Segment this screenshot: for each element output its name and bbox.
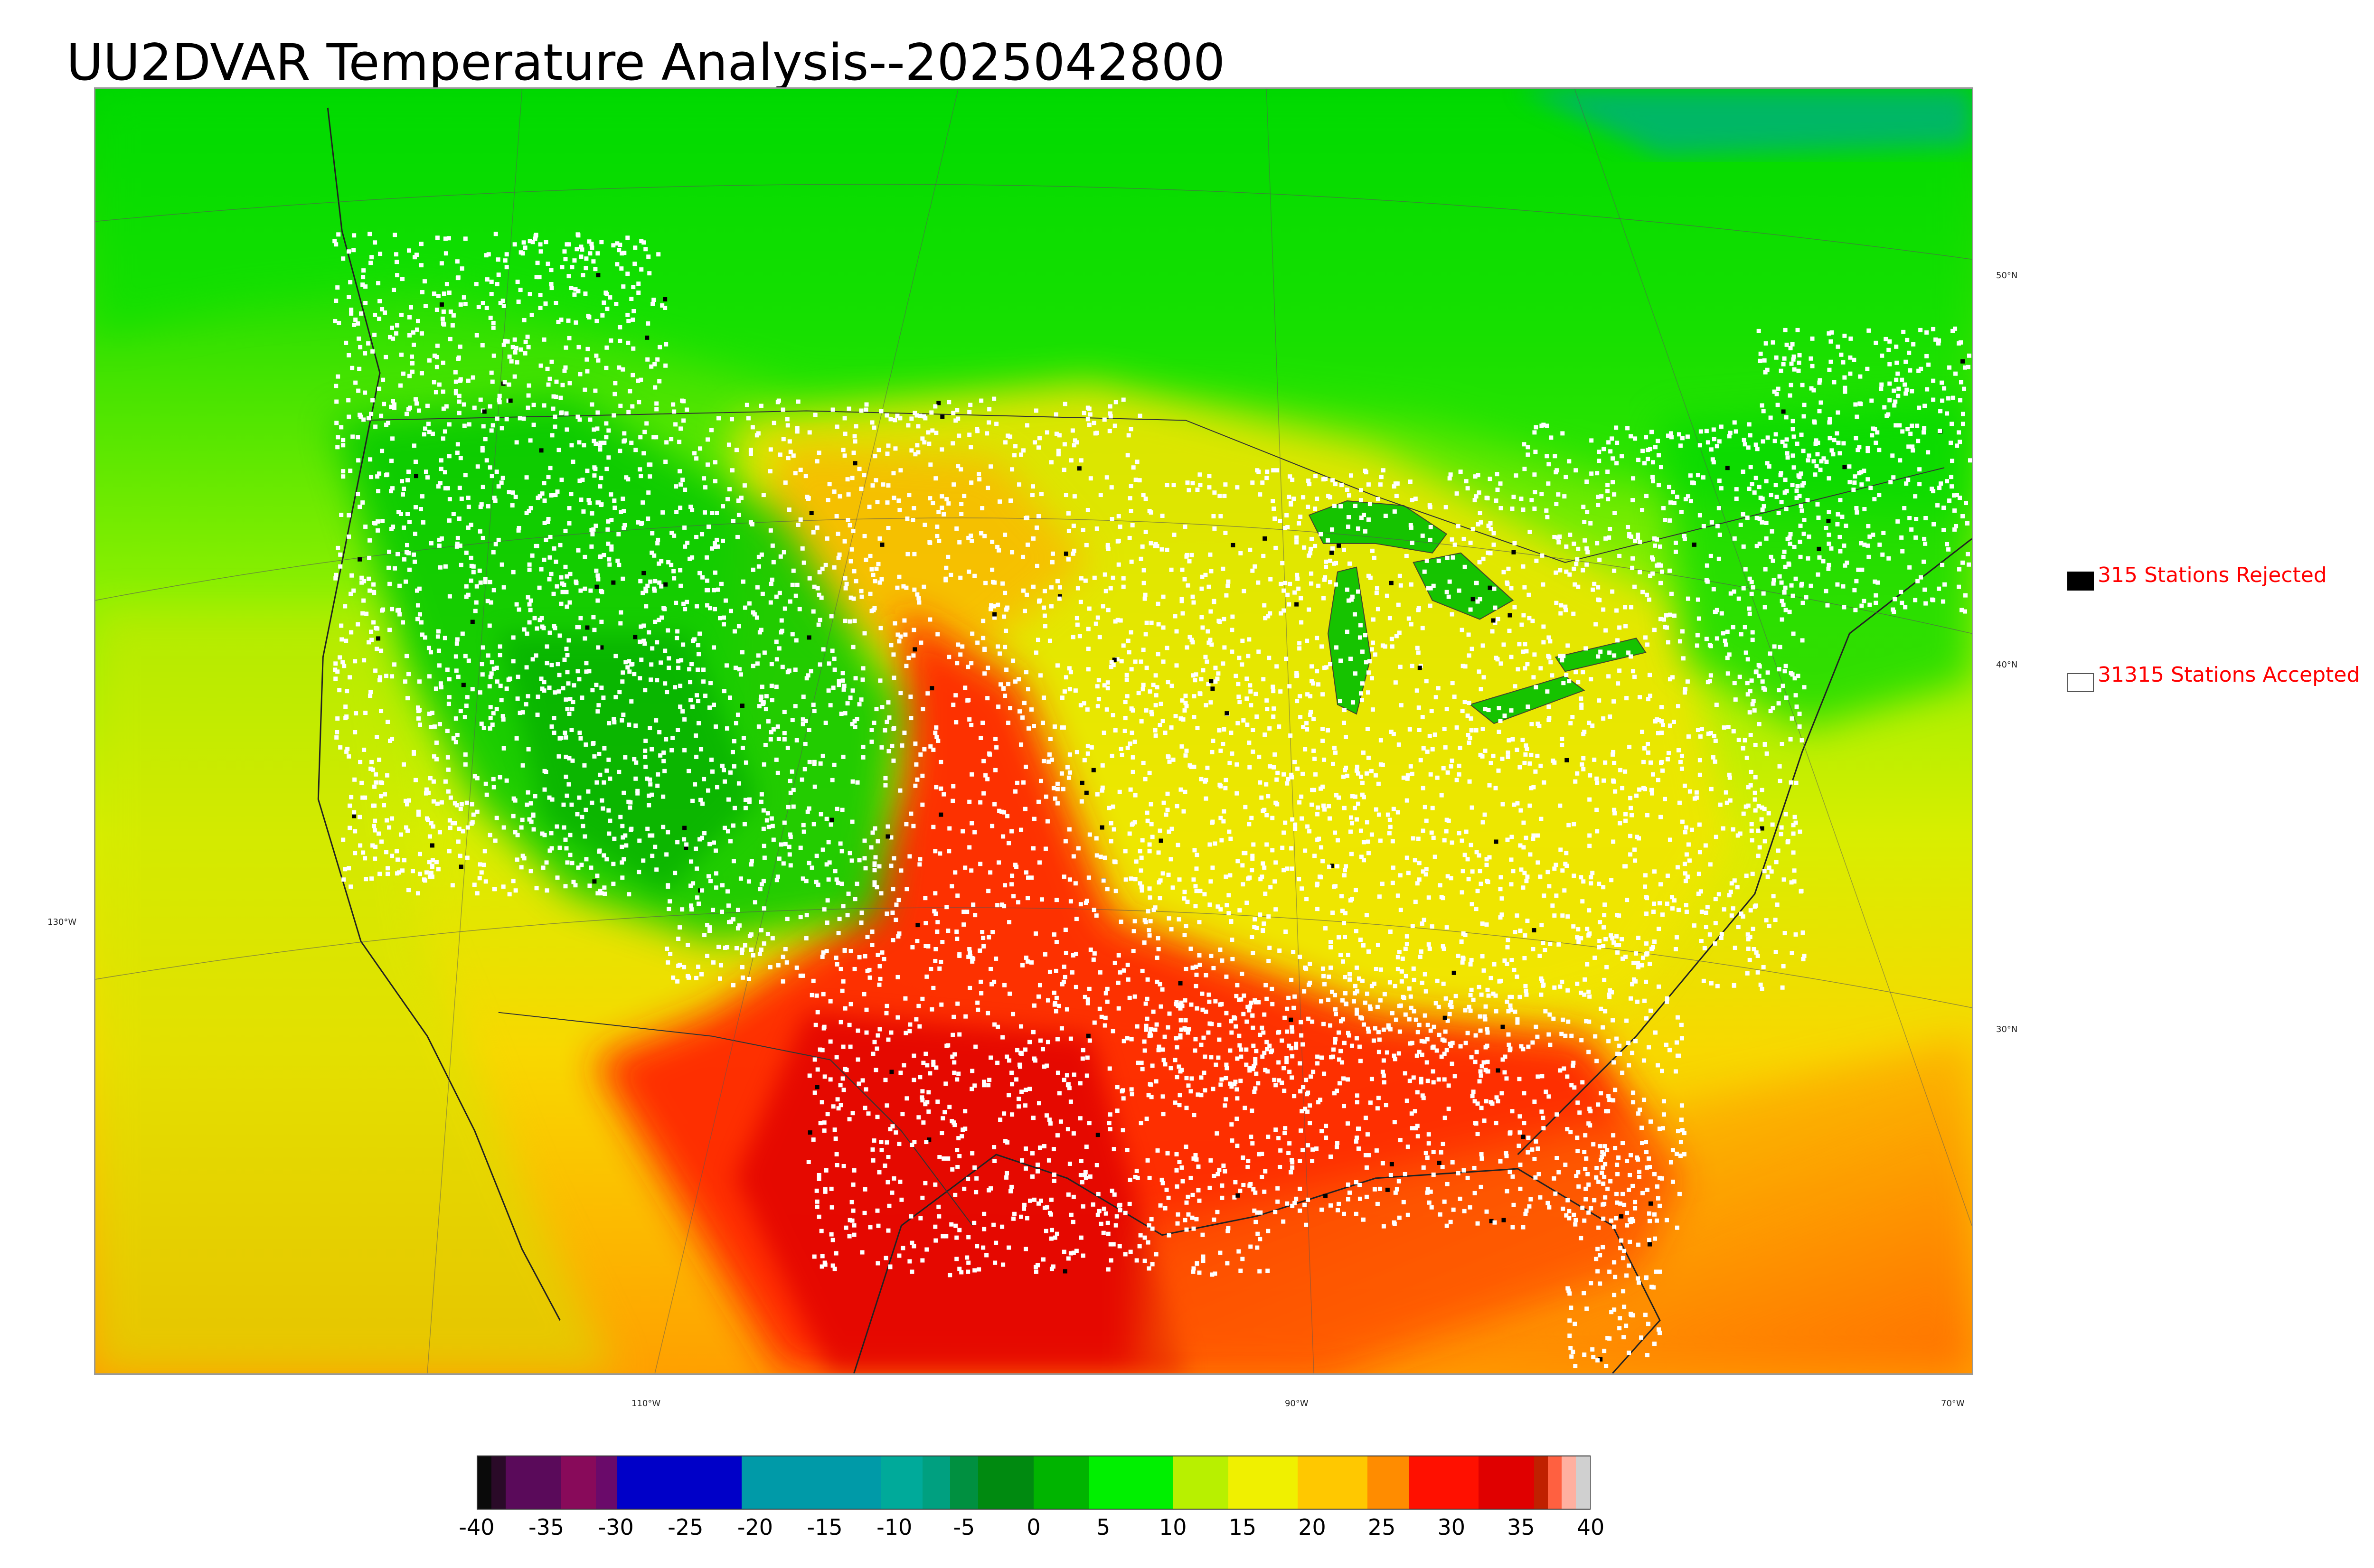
colorbar-tick-label: 15 (1228, 1514, 1257, 1540)
lon-label-90w: 90°W (1285, 1399, 1309, 1408)
colorbar-segment (491, 1456, 506, 1509)
lat-label-40n: 40°N (1996, 660, 2018, 670)
colorbar-segment (950, 1456, 979, 1509)
colorbar-tick-label: 30 (1437, 1514, 1466, 1540)
colorbar-segment (1367, 1456, 1410, 1509)
lon-label-130w: 130°W (47, 917, 77, 927)
lat-label-30n: 30°N (1996, 1024, 2018, 1034)
colorbar-tick-label: 35 (1507, 1514, 1535, 1540)
colorbar-segment (1034, 1456, 1090, 1509)
colorbar-tick-label: 25 (1367, 1514, 1396, 1540)
colorbar-segment (1562, 1456, 1576, 1509)
colorbar-segment (1534, 1456, 1549, 1509)
colorbar-tick-label: 20 (1298, 1514, 1326, 1540)
colorbar-tick-label: -30 (598, 1514, 634, 1540)
temperature-field (95, 89, 1972, 1373)
map-title: UU2DVAR Temperature Analysis--2025042800 (66, 33, 1225, 92)
colorbar-segment (1298, 1456, 1368, 1509)
colorbar-tick-label: -15 (807, 1514, 843, 1540)
colorbar-tick-label: -40 (459, 1514, 495, 1540)
colorbar-tick-label: 40 (1576, 1514, 1605, 1540)
colorbar-tick-label: -25 (668, 1514, 704, 1540)
colorbar-segment (978, 1456, 1034, 1509)
colorbar-segment (1089, 1456, 1173, 1509)
colorbar-segment (595, 1456, 617, 1509)
station-markers (332, 232, 1972, 1369)
colorbar-segment (1228, 1456, 1299, 1509)
accepted-swatch (2067, 673, 2094, 692)
lat-label-50n: 50°N (1996, 271, 2018, 281)
colorbar-segment (616, 1456, 743, 1509)
colorbar (477, 1455, 1591, 1510)
rejected-label: 315 Stations Rejected (2098, 563, 2327, 587)
colorbar-tick-label: 10 (1159, 1514, 1187, 1540)
lon-label-110w: 110°W (631, 1399, 661, 1408)
colorbar-tick-label: -5 (953, 1514, 975, 1540)
temperature-map (94, 87, 1973, 1375)
rejected-swatch (2067, 572, 2094, 591)
colorbar-segment (561, 1456, 596, 1509)
colorbar-segment (1575, 1456, 1590, 1509)
colorbar-segment (478, 1456, 492, 1509)
colorbar-tick-label: 5 (1096, 1514, 1111, 1540)
accepted-label: 31315 Stations Accepted (2098, 663, 2360, 687)
lon-label-70w: 70°W (1941, 1399, 1965, 1408)
colorbar-tick-label: -10 (876, 1514, 913, 1540)
colorbar-segment (880, 1456, 923, 1509)
colorbar-tick-label: -35 (528, 1514, 565, 1540)
colorbar-segment (1409, 1456, 1479, 1509)
colorbar-segment (505, 1456, 562, 1509)
colorbar-segment (1172, 1456, 1229, 1509)
colorbar-tick-label: 0 (1027, 1514, 1041, 1540)
colorbar-segment (1478, 1456, 1535, 1509)
colorbar-segment (742, 1456, 881, 1509)
colorbar-segment (1548, 1456, 1563, 1509)
colorbar-tick-label: -20 (737, 1514, 773, 1540)
colorbar-segment (922, 1456, 951, 1509)
